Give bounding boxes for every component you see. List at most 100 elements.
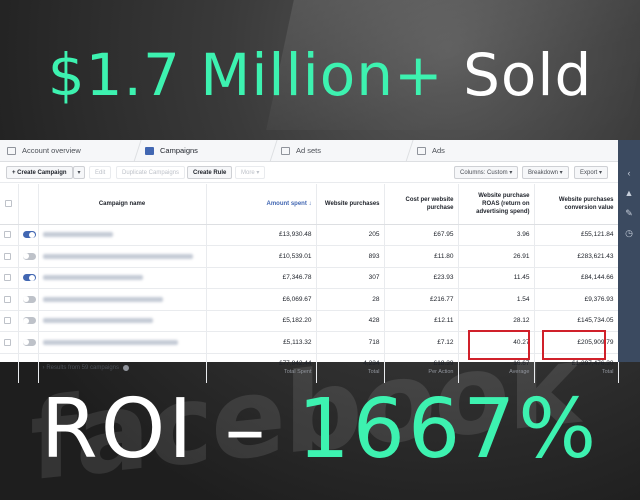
- row-checkbox[interactable]: [4, 274, 11, 282]
- campaign-toggle[interactable]: [22, 274, 36, 282]
- cost-per-purchase-cell: £7.12: [384, 331, 459, 354]
- row-toggle-cell[interactable]: [18, 245, 39, 268]
- select-all-checkbox[interactable]: [5, 199, 13, 207]
- row-toggle-cell[interactable]: [18, 267, 39, 289]
- toolbar: + Create Campaign ▾ Edit Duplicate Campa…: [0, 163, 618, 183]
- campaign-name-cell[interactable]: [38, 288, 207, 311]
- table-row[interactable]: £6,069.67 28 £216.77 1.54 £9,376.93: [0, 288, 619, 311]
- column-roas[interactable]: Website purchase ROAS (return on adverti…: [458, 184, 535, 225]
- column-website-purchases[interactable]: Website purchases: [316, 184, 385, 225]
- headline-sold: Sold: [463, 41, 593, 109]
- campaign-name-redacted[interactable]: [42, 318, 153, 324]
- table-row[interactable]: £7,346.78 307 £23.93 11.45 £84,144.66: [0, 267, 619, 289]
- tab-campaigns[interactable]: Campaigns: [138, 140, 274, 162]
- tab-ad-sets[interactable]: Ad sets: [274, 140, 410, 162]
- chevron-down-icon: ▾: [77, 170, 81, 176]
- row-select-cell[interactable]: [0, 224, 19, 246]
- row-checkbox[interactable]: [4, 317, 11, 325]
- conversion-value-cell: £283,621.43: [534, 245, 619, 268]
- campaign-toggle[interactable]: [22, 252, 36, 260]
- campaign-toggle[interactable]: [22, 295, 36, 303]
- amount-spent-cell: £10,539.01: [206, 245, 317, 268]
- amount-spent-cell: £5,113.32: [206, 331, 317, 354]
- ad-sets-icon: [281, 147, 290, 155]
- campaign-name-redacted[interactable]: [42, 296, 163, 302]
- more-button[interactable]: More ▾: [235, 166, 266, 179]
- row-select-cell[interactable]: [0, 288, 19, 311]
- website-purchases-cell: 893: [316, 245, 385, 268]
- campaign-name-redacted[interactable]: [42, 232, 113, 238]
- chart-icon[interactable]: ▲: [624, 188, 634, 198]
- info-icon[interactable]: [122, 364, 129, 371]
- edit-button[interactable]: Edit: [89, 166, 112, 179]
- create-rule-button[interactable]: Create Rule: [187, 166, 233, 179]
- conversion-value-cell: £145,734.05: [534, 310, 619, 332]
- campaign-toggle[interactable]: [22, 231, 36, 239]
- website-purchases-cell: 718: [316, 331, 385, 354]
- campaign-name-cell[interactable]: [38, 224, 207, 246]
- cost-per-purchase-cell: £11.80: [384, 245, 459, 268]
- conversion-value-cell: £205,909.79: [534, 331, 619, 354]
- summary-spacer: [0, 353, 19, 383]
- pencil-icon[interactable]: ✎: [625, 208, 633, 218]
- website-purchases-cell: 307: [316, 267, 385, 289]
- duplicate-campaigns-button[interactable]: Duplicate Campaigns: [116, 166, 186, 179]
- column-conversion-value[interactable]: Website purchases conversion value: [534, 184, 619, 225]
- row-toggle-cell[interactable]: [18, 331, 39, 354]
- column-campaign-name[interactable]: Campaign name: [38, 184, 207, 225]
- campaign-name-redacted[interactable]: [42, 339, 178, 345]
- table-row[interactable]: £13,930.48 205 £67.95 3.96 £55,121.84: [0, 224, 619, 246]
- summary-expand-icon[interactable]: ›: [42, 365, 45, 372]
- table-row[interactable]: £5,182.20 428 £12.11 28.12 £145,734.05: [0, 310, 619, 332]
- campaign-toggle[interactable]: [22, 338, 36, 346]
- create-campaign-button[interactable]: + Create Campaign: [6, 166, 73, 179]
- row-select-cell[interactable]: [0, 245, 19, 268]
- row-toggle-cell[interactable]: [18, 224, 39, 246]
- summary-roas: 16.67: [513, 360, 530, 368]
- cost-per-purchase-cell: £216.77: [384, 288, 459, 311]
- amount-spent-cell: £7,346.78: [206, 267, 317, 289]
- chevron-left-icon[interactable]: ‹: [627, 168, 631, 178]
- row-select-cell[interactable]: [0, 267, 19, 289]
- right-sidebar: ‹ ▲ ✎ ◷: [618, 140, 640, 362]
- row-select-cell[interactable]: [0, 331, 19, 354]
- row-checkbox[interactable]: [4, 231, 11, 239]
- create-campaign-dropdown[interactable]: ▾: [73, 166, 85, 179]
- row-toggle-cell[interactable]: [18, 288, 39, 311]
- select-all-cell[interactable]: [0, 184, 19, 225]
- breakdown-dropdown[interactable]: Breakdown ▾: [522, 166, 569, 179]
- campaign-name-cell[interactable]: [38, 245, 207, 268]
- cost-per-purchase-cell: £12.11: [384, 310, 459, 332]
- clock-icon[interactable]: ◷: [625, 228, 633, 238]
- table-row[interactable]: £10,539.01 893 £11.80 26.91 £283,621.43: [0, 245, 619, 268]
- website-purchases-cell: 205: [316, 224, 385, 246]
- campaign-name-cell[interactable]: [38, 310, 207, 332]
- roas-cell: 11.45: [458, 267, 535, 289]
- campaign-name-redacted[interactable]: [42, 275, 143, 281]
- tab-account-overview[interactable]: Account overview: [0, 140, 140, 162]
- amount-spent-cell: £13,930.48: [206, 224, 317, 246]
- column-cost-per-purchase[interactable]: Cost per website purchase: [384, 184, 459, 225]
- roi-value: 1667%: [297, 382, 600, 477]
- campaign-toggle[interactable]: [22, 317, 36, 325]
- row-checkbox[interactable]: [4, 338, 11, 346]
- amount-spent-cell: £5,182.20: [206, 310, 317, 332]
- campaign-name-cell[interactable]: [38, 331, 207, 354]
- columns-dropdown[interactable]: Columns: Custom ▾: [454, 166, 519, 179]
- summary-purchases-cell: 4,234 Total: [316, 353, 385, 383]
- row-toggle-cell[interactable]: [18, 310, 39, 332]
- summary-roas-sub: Average: [509, 369, 530, 376]
- export-dropdown[interactable]: Export ▾: [574, 166, 609, 179]
- column-amount-spent[interactable]: Amount spent ↓: [206, 184, 317, 225]
- row-select-cell[interactable]: [0, 310, 19, 332]
- campaign-name-cell[interactable]: [38, 267, 207, 289]
- row-checkbox[interactable]: [4, 252, 11, 260]
- summary-spent-cell: £77,842.44 Total Spent: [206, 353, 317, 383]
- campaign-name-redacted[interactable]: [42, 253, 193, 259]
- table-row[interactable]: £5,113.32 718 £7.12 40.27 £205,909.79: [0, 331, 619, 354]
- roas-highlight-box: [468, 330, 530, 360]
- row-checkbox[interactable]: [4, 295, 11, 303]
- tab-ads[interactable]: Ads: [410, 140, 550, 162]
- conversion-value-cell: £55,121.84: [534, 224, 619, 246]
- conversion-value-cell: £9,376.93: [534, 288, 619, 311]
